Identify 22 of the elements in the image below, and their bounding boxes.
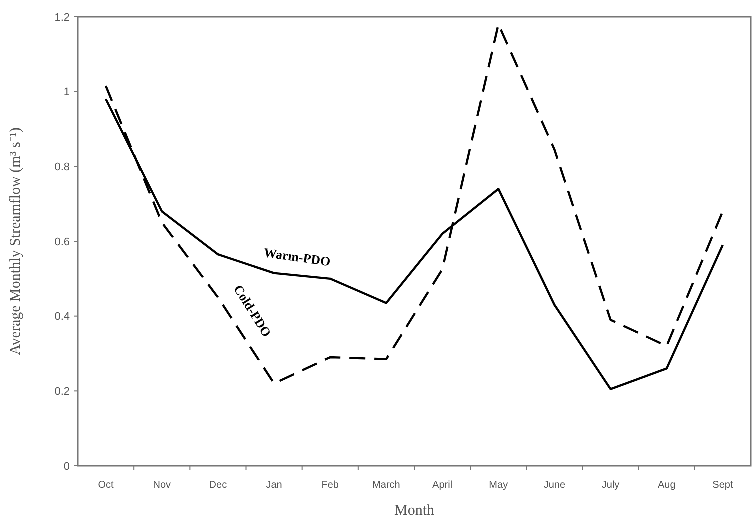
x-axis-title: Month <box>394 503 435 519</box>
x-tick-label: Oct <box>98 480 114 491</box>
y-tick-label: 1 <box>64 86 70 99</box>
y-tick-label: 0 <box>64 460 70 473</box>
y-tick-label: 1.2 <box>54 12 70 24</box>
text: Warm-PDO <box>263 244 332 270</box>
x-tick-label: Jan <box>266 480 282 491</box>
x-tick-label: April <box>432 480 453 491</box>
y-tick-label: 0.2 <box>54 386 70 398</box>
x-tick-label: March <box>372 480 400 491</box>
x-tick-label: May <box>489 480 508 491</box>
x-tick-label: Nov <box>153 480 172 491</box>
x-tick-label: Aug <box>658 480 676 491</box>
x-tick-label: June <box>544 480 566 491</box>
y-tick-label: 0.8 <box>54 162 70 174</box>
y-tick-label: 0.6 <box>54 236 70 248</box>
y-axis-title: Average Monthly Streamflow (m³ s⁻¹) <box>8 128 24 356</box>
x-tick-label: Dec <box>209 480 228 491</box>
x-tick-label: Feb <box>322 480 340 491</box>
x-tick-label: Sept <box>712 480 734 491</box>
y-tick-label: 0.4 <box>54 311 70 324</box>
x-tick-label: July <box>602 480 620 491</box>
